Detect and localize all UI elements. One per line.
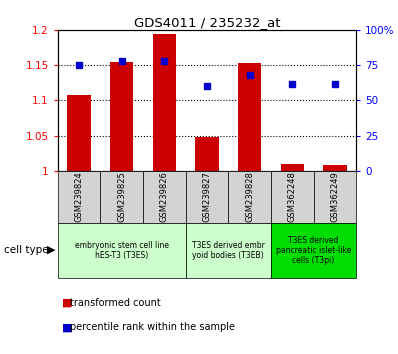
Bar (67, 95, 91, 171)
Bar (314, 171, 356, 223)
Text: percentile rank within the sample: percentile rank within the sample (70, 322, 235, 332)
Bar (143, 171, 185, 223)
Title: GDS4011 / 235232_at: GDS4011 / 235232_at (134, 16, 280, 29)
Text: GSM239825: GSM239825 (117, 172, 126, 222)
Text: GSM362248: GSM362248 (288, 171, 297, 222)
Text: ▶: ▶ (47, 245, 55, 255)
Text: GSM239826: GSM239826 (160, 171, 169, 222)
Bar (100, 171, 143, 223)
Bar (58, 171, 100, 223)
Text: T3ES derived
pancreatic islet-like
cells (T3pi): T3ES derived pancreatic islet-like cells… (276, 235, 351, 266)
Text: T3ES derived embr
yoid bodies (T3EB): T3ES derived embr yoid bodies (T3EB) (192, 241, 265, 260)
Bar (185, 223, 271, 278)
Text: ■: ■ (62, 322, 72, 332)
Bar (238, 63, 261, 171)
Bar (152, 34, 176, 171)
Bar (271, 171, 314, 223)
Text: GSM239827: GSM239827 (203, 171, 211, 222)
Text: GSM239824: GSM239824 (74, 172, 84, 222)
Text: ■: ■ (62, 298, 72, 308)
Bar (195, 137, 219, 171)
Bar (110, 62, 133, 171)
Bar (323, 165, 347, 171)
Bar (271, 223, 356, 278)
Text: embryonic stem cell line
hES-T3 (T3ES): embryonic stem cell line hES-T3 (T3ES) (75, 241, 169, 260)
Text: GSM362249: GSM362249 (330, 172, 339, 222)
Bar (185, 171, 228, 223)
Bar (228, 171, 271, 223)
Bar (281, 164, 304, 171)
Text: cell type: cell type (4, 245, 49, 255)
Bar (58, 223, 185, 278)
Text: GSM239828: GSM239828 (245, 171, 254, 222)
Text: transformed count: transformed count (70, 298, 160, 308)
